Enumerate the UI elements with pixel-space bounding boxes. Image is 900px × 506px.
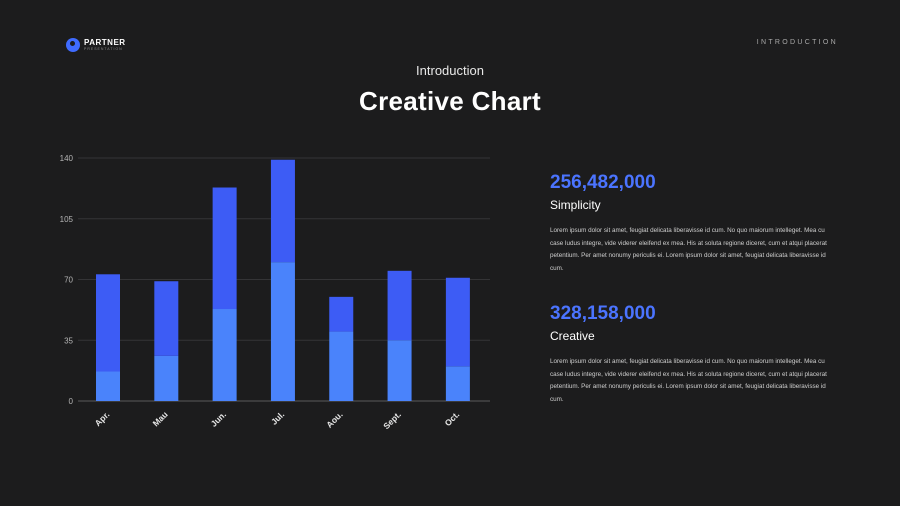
page-title: Creative Chart <box>359 86 541 116</box>
x-tick-label: Oct. <box>443 409 462 428</box>
section-label: INTRODUCTION <box>756 39 838 46</box>
bar-segment <box>96 371 120 401</box>
y-tick-label: 0 <box>69 397 74 406</box>
page-subtitle: Introduction <box>416 63 484 78</box>
bar-segment <box>212 309 237 401</box>
y-tick-label: 105 <box>60 215 74 224</box>
y-tick-label: 140 <box>60 154 74 163</box>
stat-label: Simplicity <box>550 198 601 212</box>
bar-segment <box>445 277 470 367</box>
x-tick-label: Jun. <box>209 409 228 428</box>
stat-value: 328,158,000 <box>550 303 656 324</box>
bar-segment <box>387 270 412 341</box>
bar-segment <box>212 187 237 310</box>
x-tick-label: Sept. <box>381 409 403 431</box>
x-tick-label: Jul. <box>269 409 286 426</box>
stat-description: Lorem ipsum dolor sit amet, feugiat deli… <box>550 358 827 403</box>
bar-segment <box>270 262 295 401</box>
stat-description: Lorem ipsum dolor sit amet, feugiat deli… <box>550 227 827 272</box>
logo-text: PARTNER PRESENTATION <box>84 37 126 52</box>
x-tick-label: Aou. <box>324 409 344 429</box>
bar-segment <box>96 274 120 372</box>
bar-segment <box>270 159 295 263</box>
partner-logo-icon <box>66 38 80 52</box>
logo-subtitle: PRESENTATION <box>84 46 123 51</box>
bar-segment <box>154 355 179 401</box>
stat-block-creative: 328,158,000 Creative Lorem ipsum dolor s… <box>550 304 830 406</box>
stat-value: 256,482,000 <box>550 172 656 193</box>
x-tick-label: Mau <box>151 409 170 428</box>
bar-segment <box>387 340 412 401</box>
bar-segment <box>329 296 354 332</box>
logo-name: PARTNER <box>84 37 126 47</box>
y-tick-label: 70 <box>64 276 73 285</box>
bar-segment <box>154 281 179 356</box>
stat-block-simplicity: 256,482,000 Simplicity Lorem ipsum dolor… <box>550 173 830 275</box>
x-tick-label: Apr. <box>93 409 112 428</box>
stacked-bar-chart: 0 35 70 105 140 Apr. Mau Jun. Jul. Aou. Sept. Oct. <box>60 154 490 431</box>
y-tick-label: 35 <box>64 336 73 345</box>
brand-logo: PARTNER PRESENTATION <box>66 38 126 52</box>
stat-label: Creative <box>550 329 595 343</box>
bar-segment <box>445 366 470 401</box>
bar-segment <box>329 331 354 401</box>
